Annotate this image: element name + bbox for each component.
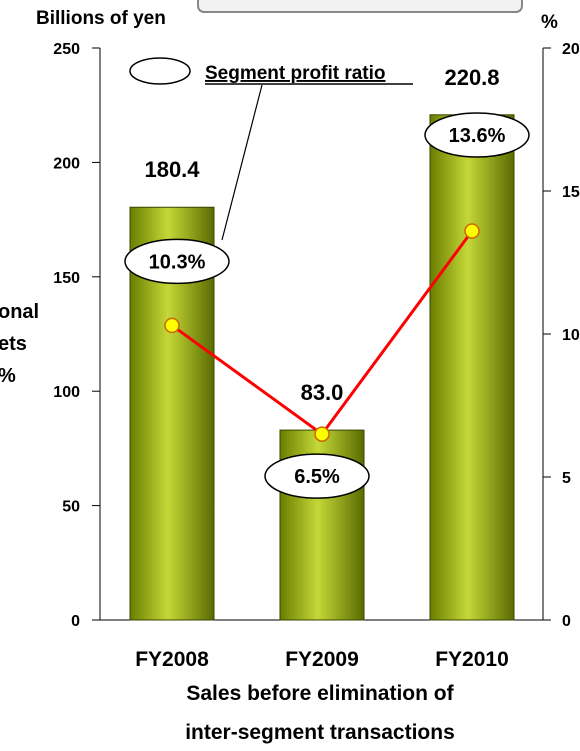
ratio-marker-FY2009 — [314, 426, 330, 442]
side-fragment-3: % — [0, 365, 16, 387]
left-ticks: 0 50 100 150 200 250 — [53, 41, 100, 630]
right-tick-label: 15 — [562, 184, 580, 201]
left-tick-label: 100 — [53, 384, 80, 401]
category-labels: FY2008 FY2009 FY2010 — [135, 648, 509, 671]
ratio-marker-FY2010 — [464, 223, 480, 239]
category-label: FY2009 — [285, 648, 359, 671]
ratio-marker-FY2008 — [164, 317, 180, 334]
ratio-label-bubble — [124, 238, 230, 285]
right-tick-label: 10 — [562, 327, 580, 344]
left-tick-label: 50 — [62, 499, 80, 516]
bars: 180.4 83.0 220.8 — [129, 65, 515, 621]
x-axis-title-line2: inter-segment transactions — [185, 721, 455, 744]
ratio-label-text: 10.3% — [149, 251, 206, 273]
left-tick-label: 150 — [53, 270, 80, 287]
left-axis-label: Billions of yen — [36, 8, 166, 29]
x-axis-title-line1: Sales before elimination of — [186, 682, 454, 705]
ratio-label-bubble — [424, 112, 530, 158]
ratio-label-bubble — [264, 453, 370, 499]
legend-label: Segment profit ratio — [205, 63, 386, 84]
ratio-markers — [164, 223, 480, 442]
bar-value-label: 180.4 — [144, 157, 200, 182]
ratio-label-text: 13.6% — [449, 125, 506, 147]
side-fragment-1: onal — [0, 301, 39, 323]
bar-value-label: 83.0 — [301, 380, 344, 405]
category-label: FY2010 — [435, 648, 509, 671]
left-tick-label: 200 — [53, 155, 80, 172]
ratio-label-text: 6.5% — [294, 466, 340, 488]
left-tick-label: 250 — [53, 41, 80, 58]
side-fragment-2: ets — [0, 333, 27, 355]
legend-callout-line — [221, 84, 263, 241]
legend-symbol — [129, 57, 191, 85]
right-axis-label: % — [541, 12, 558, 33]
right-ticks: 0 5 10 15 20 — [543, 41, 580, 630]
right-tick-label: 5 — [562, 470, 571, 487]
top-frame — [197, 0, 523, 13]
right-tick-label: 0 — [562, 613, 571, 630]
bar-FY2010 — [429, 114, 515, 621]
bar-value-label: 220.8 — [444, 65, 499, 90]
category-label: FY2008 — [135, 648, 209, 671]
ratio-labels: 10.3% 6.5% 13.6% — [124, 112, 530, 499]
left-tick-label: 0 — [71, 613, 80, 630]
right-tick-label: 20 — [562, 41, 580, 58]
